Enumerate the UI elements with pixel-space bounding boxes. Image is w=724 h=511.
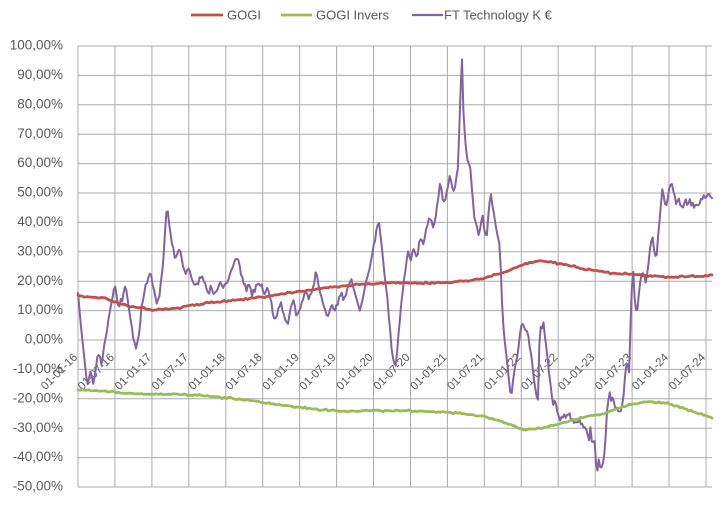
svg-text:20,00%: 20,00% (17, 273, 63, 288)
svg-text:GOGI Invers: GOGI Invers (316, 7, 389, 22)
svg-text:40,00%: 40,00% (17, 214, 63, 229)
svg-text:50,00%: 50,00% (17, 185, 63, 200)
svg-text:60,00%: 60,00% (17, 155, 63, 170)
svg-text:FT Technology K €: FT Technology K € (444, 7, 553, 22)
svg-text:30,00%: 30,00% (17, 243, 63, 258)
svg-text:90,00%: 90,00% (17, 67, 63, 82)
svg-text:70,00%: 70,00% (17, 126, 63, 141)
svg-text:100,00%: 100,00% (10, 38, 63, 53)
svg-text:80,00%: 80,00% (17, 96, 63, 111)
svg-text:0,00%: 0,00% (25, 332, 63, 347)
svg-text:-40,00%: -40,00% (13, 449, 63, 464)
svg-text:GOGI: GOGI (227, 7, 261, 22)
svg-text:-50,00%: -50,00% (13, 479, 63, 494)
svg-text:-20,00%: -20,00% (13, 390, 63, 405)
svg-text:10,00%: 10,00% (17, 302, 63, 317)
svg-text:-30,00%: -30,00% (13, 420, 63, 435)
